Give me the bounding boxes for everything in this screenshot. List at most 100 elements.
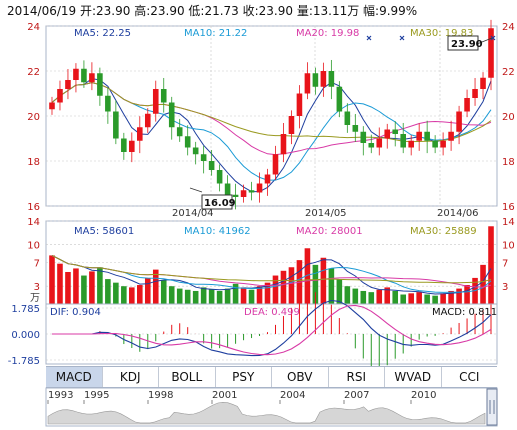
- candle: [121, 138, 127, 152]
- candle: [320, 71, 327, 87]
- candle: [312, 73, 319, 87]
- candle: [248, 190, 255, 193]
- y-tick-label: 7: [34, 259, 40, 270]
- price-ma10-label: MA10: 21.22: [184, 28, 247, 39]
- tab-boll[interactable]: BOLL: [159, 367, 216, 387]
- high-callout-label: 23.90: [451, 39, 483, 50]
- low-callout-label: 16.09: [204, 198, 236, 209]
- volume-bar: [65, 271, 71, 304]
- candle: [384, 129, 391, 139]
- y-tick-label: 24: [27, 22, 40, 33]
- volume-bar: [456, 288, 462, 304]
- tab-obv[interactable]: OBV: [272, 367, 329, 387]
- candle: [160, 89, 167, 103]
- vol-ma10-label: MA10: 41962: [184, 226, 251, 237]
- candle: [472, 89, 478, 98]
- candle: [392, 129, 399, 134]
- volume-bar: [144, 277, 151, 304]
- volume-bar: [81, 275, 87, 304]
- candle: [480, 77, 486, 89]
- volume-bar: [137, 285, 143, 304]
- volume-bar: [320, 257, 327, 304]
- volume-bar: [49, 255, 55, 304]
- y-tick-label: 22: [502, 67, 515, 78]
- macd-label: MACD: 0.811: [432, 307, 497, 318]
- y-tick-label: 10: [27, 241, 40, 252]
- candle: [416, 131, 422, 141]
- volume-bar: [272, 275, 279, 304]
- candle: [65, 80, 71, 89]
- candle: [192, 147, 199, 155]
- volume-bar: [224, 288, 231, 304]
- header-quote: 2014/06/19 开:23.90 高:23.90 低:21.73 收:23.…: [7, 3, 417, 18]
- candle: [232, 194, 239, 197]
- candle: [73, 68, 79, 80]
- vol-ma30-label: MA30: 25889: [410, 226, 477, 237]
- tab-cci[interactable]: CCI: [441, 367, 497, 387]
- timeline-years: 1993 1995 1998 2001 2004 2007 2010: [48, 390, 436, 401]
- candle: [328, 71, 335, 87]
- candle: [137, 127, 143, 141]
- candle: [144, 113, 151, 128]
- macd-y-axis: -1.785 0.000 1.785: [8, 304, 40, 367]
- dea-label: DEA: 0.499: [244, 307, 300, 318]
- indicator-tabs: MACD KDJ BOLL PSY OBV RSI WVAD CCI: [46, 366, 497, 388]
- volume-bar: [376, 289, 383, 304]
- tab-psy[interactable]: PSY: [215, 367, 272, 387]
- candle: [448, 131, 454, 141]
- y-tick-label: 7: [502, 259, 508, 270]
- year-label: 2001: [212, 390, 237, 401]
- volume-bar: [312, 264, 319, 304]
- candle: [368, 143, 375, 148]
- price-ma20-label: MA20: 19.98: [296, 28, 359, 39]
- tab-kdj[interactable]: KDJ: [102, 367, 159, 387]
- timeline-range-handle[interactable]: [486, 388, 498, 426]
- volume-bar: [208, 289, 215, 304]
- volume-ma-legend: MA5: 58601 MA10: 41962 MA20: 28001 MA30:…: [74, 226, 477, 237]
- tab-rsi[interactable]: RSI: [328, 367, 385, 387]
- candle: [408, 140, 414, 148]
- y-tick-label: 10: [502, 241, 515, 252]
- candle: [424, 131, 430, 141]
- candle: [113, 111, 119, 139]
- candle: [216, 170, 223, 184]
- candle: [129, 140, 135, 152]
- volume-bar: [57, 263, 63, 304]
- volume-ma-lines: [51, 254, 492, 295]
- price-ma5-label: MA5: 22.25: [74, 28, 131, 39]
- volume-bar: [328, 268, 335, 304]
- volume-bar: [480, 264, 486, 304]
- volume-bar: [176, 288, 183, 304]
- volume-bar: [200, 287, 207, 304]
- vol-ma20-label: MA20: 28001: [296, 226, 363, 237]
- candle: [152, 89, 159, 114]
- tab-wvad[interactable]: WVAD: [385, 367, 442, 387]
- macd-line: [52, 304, 492, 356]
- volume-bar: [232, 283, 239, 304]
- volume-unit-label: 万: [30, 293, 40, 304]
- volume-bar: [240, 287, 247, 304]
- timeline-year-ticks: [47, 400, 412, 404]
- y-tick-label: 18: [27, 157, 40, 168]
- volume-bar: [488, 226, 494, 304]
- y-tick-label: 16: [27, 202, 40, 213]
- candle: [304, 73, 311, 94]
- tab-macd[interactable]: MACD: [46, 367, 103, 387]
- volume-bar: [73, 268, 79, 304]
- timeline-area: [47, 401, 486, 425]
- low-callout: 16.09: [189, 187, 236, 210]
- candle: [376, 138, 383, 148]
- volume-bar: [352, 288, 359, 304]
- volume-bar: [344, 286, 351, 304]
- candle: [200, 154, 207, 161]
- volume-bar: [216, 290, 223, 304]
- y-tick-label: 3: [34, 282, 40, 293]
- y-tick-label: 14: [27, 217, 40, 228]
- x-label-may: 2014/05: [305, 208, 347, 219]
- macd-bars: [99, 291, 492, 371]
- volume-bar: [121, 286, 127, 304]
- candle: [272, 154, 279, 175]
- high-callout: 23.90: [447, 35, 493, 51]
- year-label: 2004: [280, 390, 305, 401]
